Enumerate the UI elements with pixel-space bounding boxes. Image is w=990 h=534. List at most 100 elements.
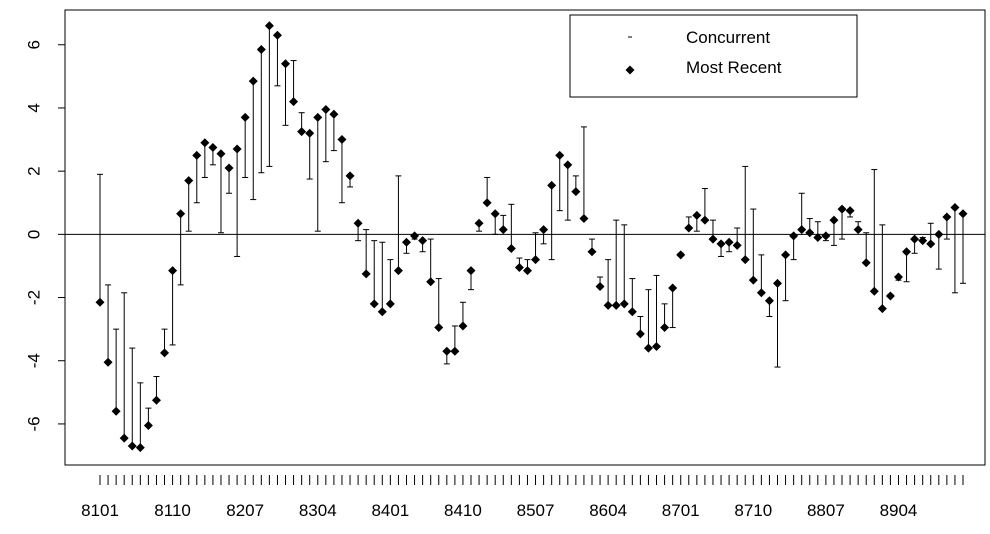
most-recent-mark <box>418 236 428 246</box>
most-recent-mark <box>119 433 129 443</box>
most-recent-mark <box>329 109 339 119</box>
most-recent-mark <box>498 225 508 235</box>
most-recent-mark <box>184 176 194 186</box>
y-tick-label: 0 <box>24 230 43 239</box>
most-recent-mark <box>385 299 395 309</box>
most-recent-mark <box>877 304 887 314</box>
most-recent-mark <box>490 209 500 219</box>
most-recent-mark <box>700 215 710 225</box>
most-recent-mark <box>450 346 460 356</box>
most-recent-mark <box>805 228 815 238</box>
most-recent-mark <box>361 269 371 279</box>
x-tick-label: 8604 <box>589 501 627 520</box>
most-recent-mark <box>168 266 178 276</box>
plot-frame <box>64 9 986 466</box>
x-tick-label: 8110 <box>154 501 191 520</box>
most-recent-mark <box>337 135 347 145</box>
most-recent-mark <box>668 283 678 293</box>
most-recent-mark <box>579 214 589 224</box>
x-tick-label: 8807 <box>807 501 845 520</box>
x-tick-label: 8701 <box>662 501 700 520</box>
most-recent-mark <box>224 163 234 173</box>
legend-box <box>569 14 858 98</box>
most-recent-mark <box>740 255 750 265</box>
legend: Concurrent Most Recent <box>569 14 858 98</box>
most-recent-mark <box>345 171 355 181</box>
most-recent-mark <box>240 112 250 122</box>
most-recent-mark <box>781 250 791 260</box>
most-recent-mark <box>595 281 605 291</box>
most-recent-mark <box>772 278 782 288</box>
most-recent-mark <box>369 299 379 309</box>
x-tick-label: 8101 <box>81 501 119 520</box>
x-tick-label: 8904 <box>880 501 918 520</box>
most-recent-mark <box>482 198 492 208</box>
most-recent-mark <box>547 180 557 190</box>
y-tick-label: -4 <box>24 353 43 368</box>
most-recent-mark <box>813 233 823 242</box>
most-recent-mark <box>393 266 403 276</box>
x-tick-label: 8401 <box>371 501 409 520</box>
most-recent-mark <box>256 44 266 54</box>
most-recent-mark <box>127 441 137 451</box>
most-recent-mark <box>208 142 218 152</box>
most-recent-mark <box>910 234 920 244</box>
most-recent-mark <box>192 150 202 160</box>
x-tick-label: 8710 <box>734 501 772 520</box>
most-recent-mark <box>934 229 944 239</box>
most-recent-mark <box>837 204 847 214</box>
most-recent-mark <box>764 296 774 306</box>
y-tick-label: 2 <box>24 166 43 175</box>
most-recent-mark <box>522 266 532 276</box>
most-recent-mark <box>506 244 516 254</box>
y-tick-label: 6 <box>24 40 43 49</box>
most-recent-mark <box>289 97 299 107</box>
most-recent-mark <box>643 343 653 353</box>
most-recent-mark <box>466 266 476 276</box>
most-recent-mark <box>789 231 799 241</box>
most-recent-mark <box>281 59 291 69</box>
x-tick-label: 8410 <box>444 501 482 520</box>
most-recent-mark <box>111 406 121 416</box>
most-recent-mark <box>853 225 863 235</box>
legend-label: Most Recent <box>686 58 782 77</box>
most-recent-mark <box>160 348 170 358</box>
most-recent-mark <box>676 250 686 260</box>
most-recent-mark <box>216 149 226 159</box>
most-recent-mark <box>748 275 758 285</box>
most-recent-mark <box>143 421 153 431</box>
most-recent-mark <box>611 300 621 310</box>
most-recent-mark <box>426 277 436 287</box>
most-recent-mark <box>829 215 839 225</box>
most-recent-mark <box>635 329 645 339</box>
most-recent-mark <box>926 239 936 249</box>
most-recent-mark <box>232 144 242 154</box>
most-recent-mark <box>724 237 734 247</box>
most-recent-mark <box>248 76 258 86</box>
most-recent-mark <box>531 255 541 265</box>
most-recent-mark <box>756 288 766 298</box>
most-recent-mark <box>708 234 718 244</box>
most-recent-mark <box>474 218 484 228</box>
most-recent-mark <box>861 258 871 268</box>
most-recent-mark <box>893 272 903 282</box>
most-recent-mark <box>401 237 411 247</box>
most-recent-mark <box>297 127 307 137</box>
most-recent-mark <box>176 209 186 219</box>
most-recent-mark <box>902 247 912 257</box>
most-recent-mark <box>821 231 831 241</box>
most-recent-mark <box>587 247 597 257</box>
most-recent-mark <box>958 209 968 219</box>
most-recent-mark <box>563 160 573 170</box>
most-recent-mark <box>797 225 807 235</box>
most-recent-mark <box>135 443 145 453</box>
most-recent-mark <box>410 231 420 241</box>
most-recent-mark <box>652 342 662 352</box>
most-recent-mark <box>103 357 113 367</box>
most-recent-mark <box>692 210 702 220</box>
most-recent-mark <box>264 21 274 31</box>
y-tick-label: 4 <box>24 103 43 112</box>
most-recent-mark <box>603 300 613 310</box>
x-tick-label: 8207 <box>226 501 264 520</box>
y-tick-label: -2 <box>24 290 43 305</box>
